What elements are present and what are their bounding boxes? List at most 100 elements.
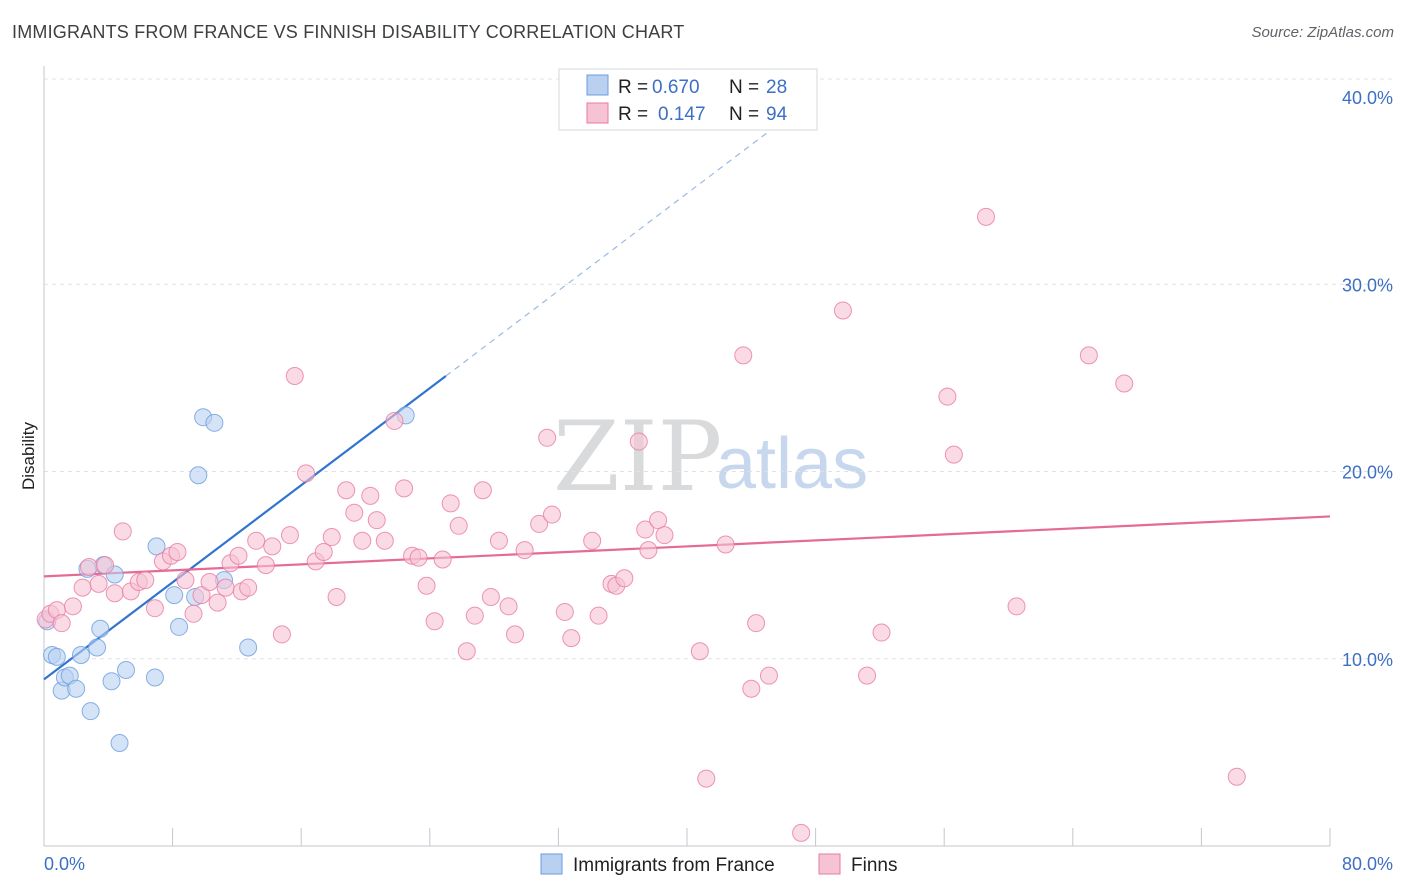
point-finns: [938, 387, 957, 406]
stats-swatch-finns: [586, 102, 609, 124]
point-finns: [96, 556, 115, 575]
x-tick-label: 0.0%: [44, 854, 85, 874]
point-immigrants-from-france: [47, 647, 66, 666]
point-finns: [734, 346, 753, 365]
point-finns: [872, 623, 891, 642]
point-immigrants-from-france: [239, 638, 258, 657]
stats-n-value-france: 28: [766, 77, 787, 98]
point-finns: [229, 546, 248, 565]
point-finns: [105, 584, 124, 603]
legend-swatch-finns: [818, 853, 841, 875]
point-finns: [555, 602, 574, 621]
point-finns: [256, 556, 275, 575]
watermark-atlas: atlas: [716, 424, 868, 504]
point-finns: [192, 586, 211, 605]
point-finns: [636, 520, 655, 539]
point-finns: [285, 367, 304, 386]
point-finns: [314, 543, 333, 562]
point-immigrants-from-france: [67, 679, 86, 698]
point-finns: [615, 569, 634, 588]
chart-title: IMMIGRANTS FROM FRANCE VS FINNISH DISABI…: [12, 22, 685, 42]
point-finns: [176, 571, 195, 590]
point-immigrants-from-france: [81, 702, 100, 721]
point-finns: [499, 597, 518, 616]
point-finns: [367, 511, 386, 530]
point-finns: [505, 625, 524, 644]
point-immigrants-from-france: [170, 617, 189, 636]
legend-label-france: Immigrants from France: [573, 855, 775, 876]
point-finns: [690, 642, 709, 661]
point-finns: [297, 464, 316, 483]
point-finns: [239, 578, 258, 597]
point-finns: [184, 604, 203, 623]
point-finns: [976, 207, 995, 226]
point-immigrants-from-france: [110, 734, 129, 753]
y-tick-label: 10.0%: [1342, 650, 1393, 670]
point-finns: [481, 587, 500, 606]
point-finns: [345, 503, 364, 522]
point-finns: [200, 572, 219, 591]
axes: 10.0% 20.0% 30.0% 40.0% 0.0% 80.0%: [43, 66, 1393, 874]
chart-source: Source: ZipAtlas.com: [1251, 24, 1394, 41]
point-finns: [89, 574, 108, 593]
point-immigrants-from-france: [205, 413, 224, 432]
point-finns: [742, 679, 761, 698]
point-finns: [655, 526, 674, 545]
point-finns: [759, 666, 778, 685]
legend-swatch-france: [540, 853, 563, 875]
stats-r-label-finns: R =: [618, 104, 648, 125]
point-immigrants-from-france: [88, 638, 107, 657]
point-finns: [639, 541, 658, 560]
point-finns: [280, 526, 299, 545]
stats-r-value-france: 0.670: [652, 77, 700, 98]
stats-n-label-france: N =: [729, 77, 759, 98]
point-finns: [73, 578, 92, 597]
point-finns: [1079, 346, 1098, 365]
watermark-zip: ZIP: [553, 401, 722, 513]
point-finns: [433, 550, 452, 569]
y-tick-label: 40.0%: [1342, 88, 1393, 108]
point-finns: [247, 531, 266, 550]
stats-legend: R = 0.670 N = 28 R = 0.147 N = 94: [558, 68, 818, 131]
point-finns: [530, 514, 549, 533]
trend-line-france: [43, 375, 447, 681]
x-tick-label: 80.0%: [1342, 854, 1393, 874]
point-finns: [385, 411, 404, 430]
point-finns: [216, 578, 235, 597]
y-axis-label: Disability: [19, 421, 38, 490]
point-immigrants-from-france: [165, 586, 184, 605]
point-finns: [263, 537, 282, 556]
point-finns: [833, 301, 852, 320]
point-finns: [113, 522, 132, 541]
point-finns: [542, 505, 561, 524]
point-immigrants-from-france: [102, 672, 121, 691]
stats-r-value-finns: 0.147: [658, 104, 706, 125]
point-finns: [168, 543, 187, 562]
point-immigrants-from-france: [91, 619, 110, 638]
point-finns: [465, 606, 484, 625]
stats-swatch-france: [586, 74, 609, 96]
point-finns: [515, 541, 534, 560]
point-finns: [457, 642, 476, 661]
point-finns: [337, 481, 356, 500]
point-finns: [425, 612, 444, 631]
point-finns: [52, 614, 71, 633]
point-finns: [697, 769, 716, 788]
point-finns: [361, 486, 380, 505]
point-finns: [629, 432, 648, 451]
point-finns: [409, 548, 428, 567]
point-finns: [1115, 374, 1134, 393]
point-finns: [327, 587, 346, 606]
point-finns: [417, 576, 436, 595]
point-finns: [208, 593, 227, 612]
point-finns: [1227, 767, 1246, 786]
point-finns: [395, 479, 414, 498]
point-finns: [63, 597, 82, 616]
y-tick-label: 30.0%: [1342, 275, 1393, 295]
point-finns: [145, 599, 164, 618]
point-finns: [747, 614, 766, 633]
point-immigrants-from-france: [116, 660, 135, 679]
point-finns: [858, 666, 877, 685]
stats-r-label-france: R =: [618, 77, 648, 98]
